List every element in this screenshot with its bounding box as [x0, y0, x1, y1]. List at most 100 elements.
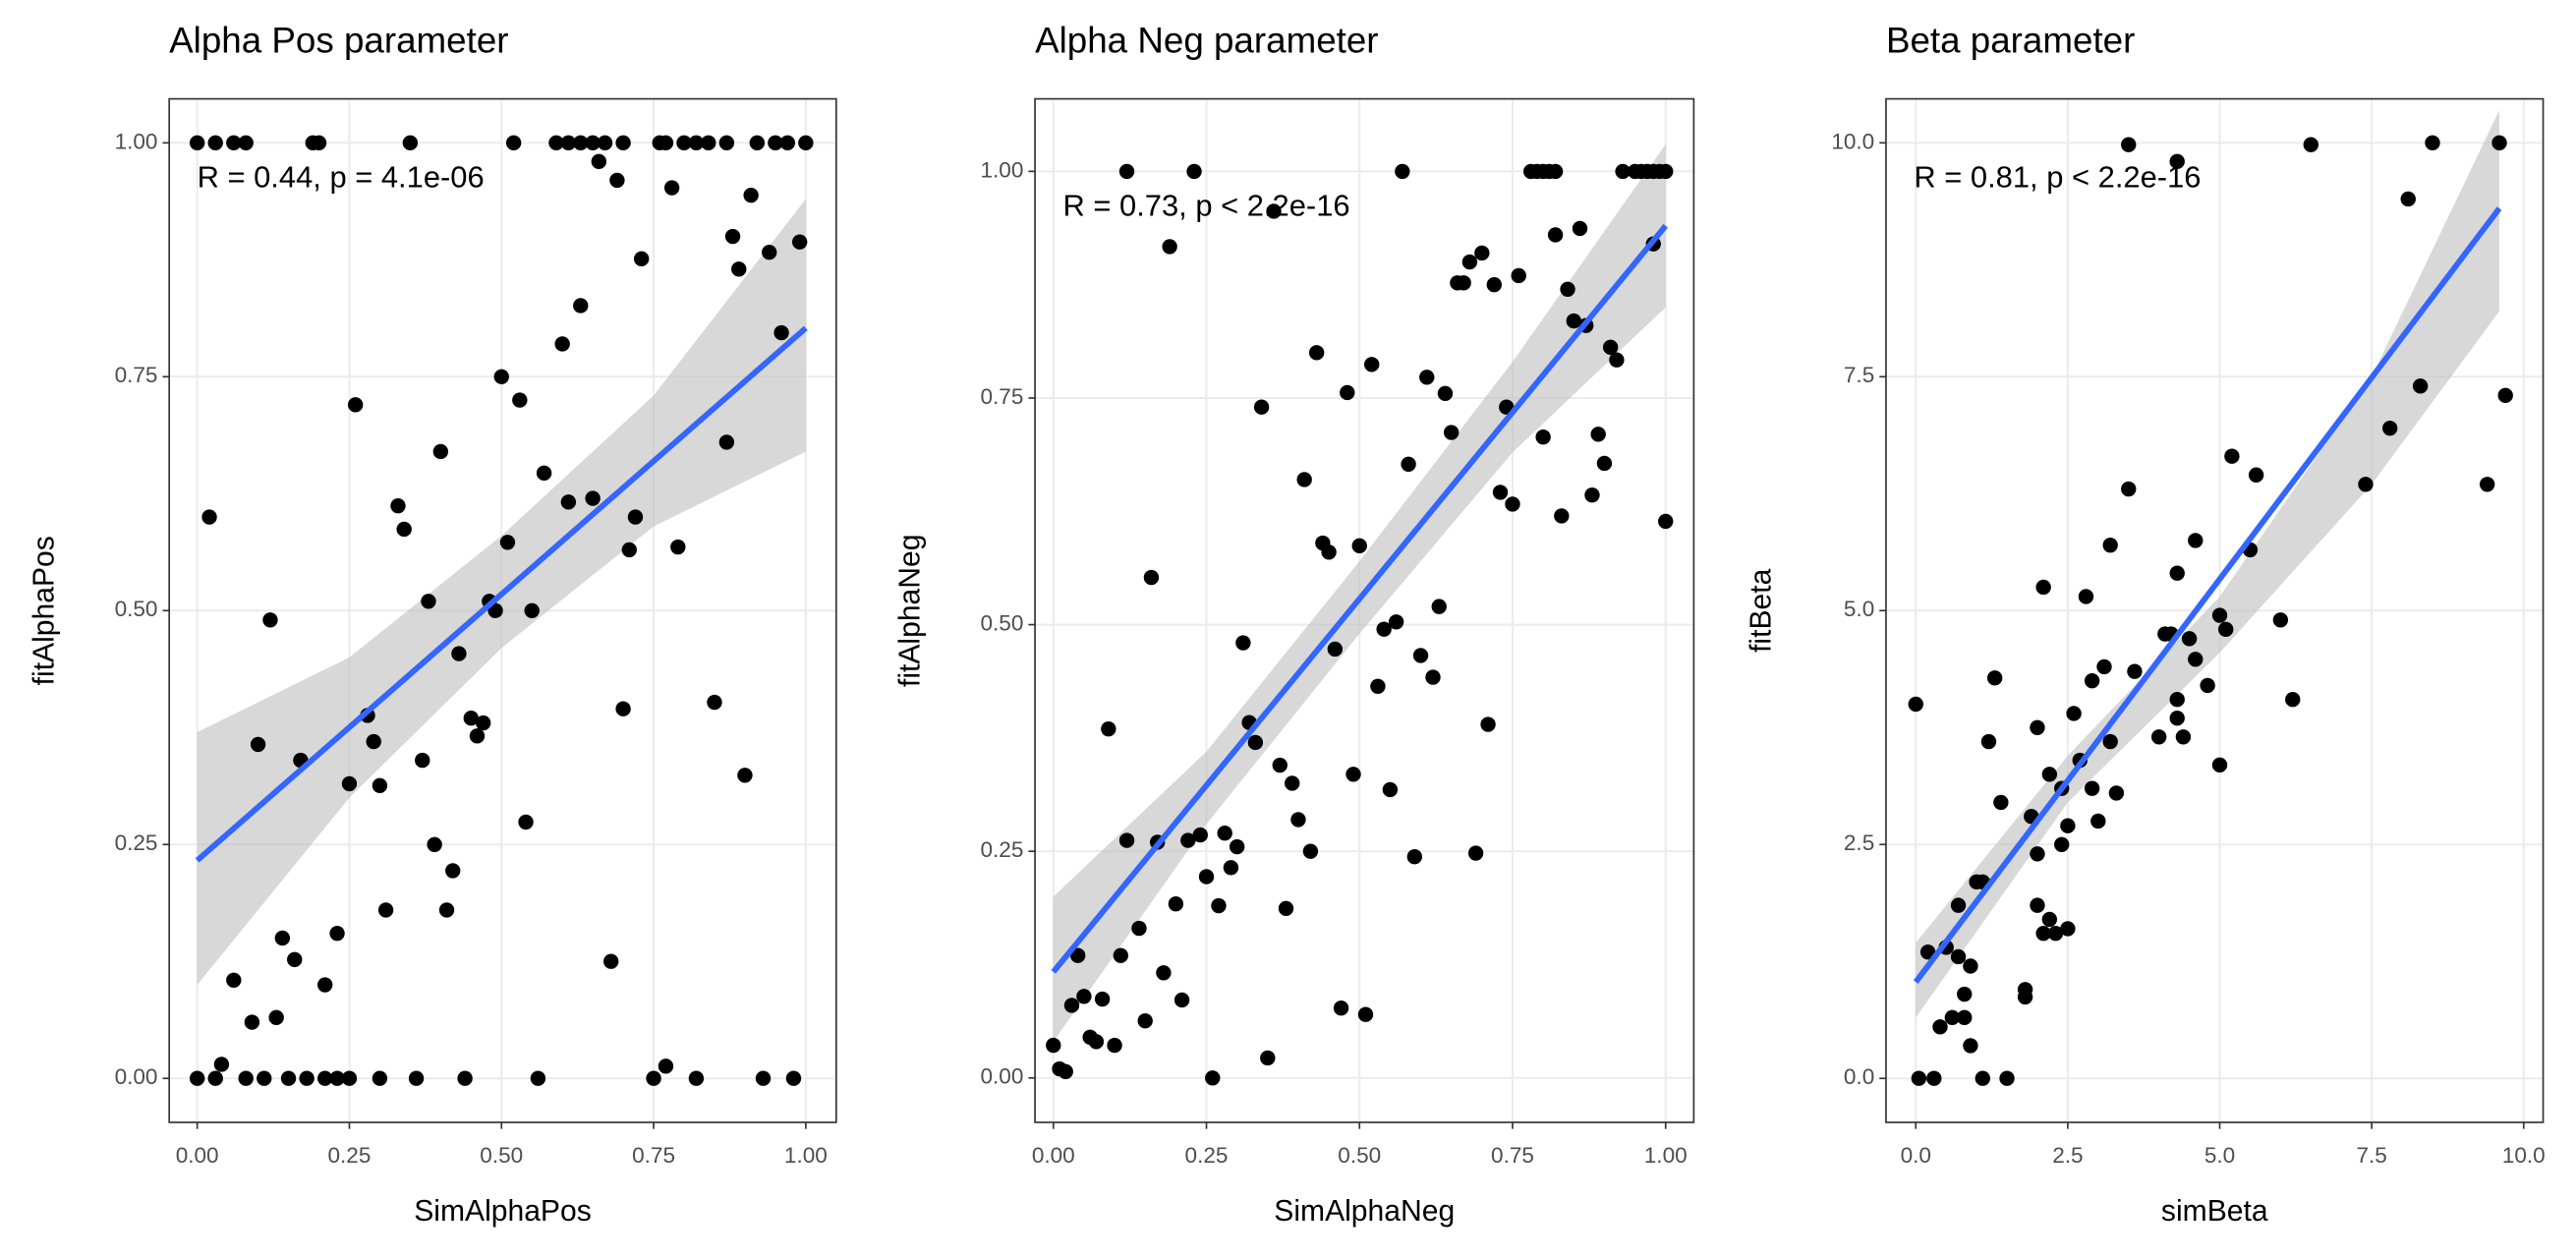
point	[718, 135, 735, 151]
point	[244, 1014, 260, 1030]
y-tick-label: 1.00	[115, 129, 158, 153]
point	[1993, 794, 2009, 811]
point	[2169, 711, 2185, 726]
point	[603, 953, 619, 969]
point	[2030, 719, 2045, 735]
x-tick-label: 10.0	[2502, 1143, 2546, 1168]
y-tick-label: 0.25	[115, 830, 158, 855]
point	[518, 814, 534, 830]
point	[1950, 897, 1967, 913]
point	[1511, 267, 1526, 284]
point	[1566, 313, 1581, 329]
point	[1535, 429, 1551, 445]
point	[2108, 785, 2125, 801]
point	[2127, 663, 2143, 679]
point	[2090, 813, 2106, 830]
point	[2479, 477, 2495, 492]
point	[311, 135, 327, 151]
point	[207, 135, 223, 151]
fit-line	[1913, 206, 2502, 984]
point	[1425, 669, 1441, 685]
x-tick-label: 0.75	[1491, 1143, 1534, 1168]
point	[615, 701, 631, 716]
point	[2030, 846, 2045, 862]
point	[1223, 860, 1239, 876]
point	[2035, 925, 2051, 942]
point	[2041, 767, 2058, 782]
y-tick-label: 0.50	[980, 611, 1023, 636]
point	[1572, 220, 1588, 237]
point	[366, 733, 381, 750]
point	[316, 977, 333, 993]
point	[1278, 900, 1294, 916]
point	[688, 1070, 705, 1086]
point	[2497, 387, 2513, 404]
y-tick-label: 0.00	[980, 1064, 1023, 1089]
y-tick-label: 0.75	[980, 384, 1023, 409]
point	[1186, 163, 1202, 180]
point	[2102, 537, 2118, 553]
point	[1474, 245, 1490, 261]
point	[408, 1070, 425, 1086]
chart-title: Alpha Pos parameter	[169, 20, 508, 60]
point	[1456, 275, 1471, 291]
point	[1162, 239, 1177, 255]
point	[1926, 1070, 1942, 1086]
point	[487, 602, 503, 618]
point	[438, 902, 455, 918]
point	[585, 490, 601, 506]
point	[791, 234, 808, 250]
point	[1211, 897, 1227, 914]
point	[731, 261, 747, 277]
point	[524, 602, 540, 618]
panel-border	[1034, 97, 1695, 1123]
point	[2400, 191, 2416, 207]
point	[250, 736, 266, 753]
point	[663, 180, 680, 196]
point	[1235, 635, 1251, 651]
point	[457, 1070, 473, 1086]
point	[396, 521, 412, 538]
point	[1340, 384, 1355, 401]
point	[2211, 607, 2228, 623]
point	[2078, 589, 2094, 604]
point	[1505, 496, 1520, 512]
point	[512, 392, 528, 408]
point	[1547, 163, 1564, 180]
x-tick-label: 0.00	[176, 1143, 219, 1168]
fit-line	[195, 325, 808, 863]
point	[475, 715, 491, 731]
point	[724, 228, 741, 245]
point	[1198, 869, 1215, 885]
point	[718, 434, 735, 450]
point	[2169, 692, 2185, 708]
point	[341, 1070, 358, 1086]
point	[257, 1070, 272, 1086]
point	[573, 135, 589, 151]
y-tick-label: 0.50	[115, 597, 158, 621]
point	[536, 465, 552, 482]
point	[1285, 775, 1300, 791]
point	[548, 135, 564, 151]
point	[451, 646, 467, 661]
point	[432, 443, 449, 460]
point	[798, 135, 814, 151]
point	[1919, 944, 1936, 960]
point	[530, 1070, 546, 1086]
point	[1205, 1070, 1221, 1086]
point	[1107, 1037, 1122, 1054]
point	[1658, 513, 1674, 530]
point	[1113, 947, 1128, 963]
point	[1609, 352, 1625, 368]
point	[591, 153, 607, 170]
point	[2150, 729, 2167, 745]
point	[621, 542, 637, 558]
point	[2303, 137, 2318, 152]
x-axis-label: SimAlphaNeg	[1274, 1195, 1455, 1228]
point	[1596, 455, 1613, 472]
point	[2041, 911, 2058, 928]
point	[1467, 845, 1484, 861]
point	[2102, 733, 2118, 750]
point	[390, 497, 406, 514]
point	[2218, 621, 2234, 638]
